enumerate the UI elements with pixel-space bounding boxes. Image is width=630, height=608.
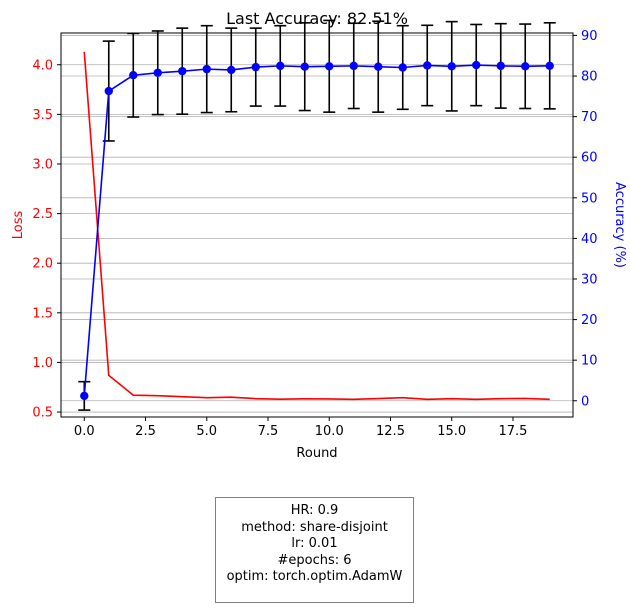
- x-tick-label: 0.0: [74, 424, 95, 439]
- chart-title: Last Accuracy: 82.51%: [226, 9, 408, 28]
- y-left-tick-label: 1.0: [32, 356, 53, 371]
- loss-line: [83, 51, 550, 401]
- accuracy-point: [447, 62, 456, 71]
- accuracy-point: [276, 61, 285, 71]
- info-line-epochs: #epochs: 6: [277, 552, 352, 568]
- y-right-tick-label: 60: [581, 151, 598, 166]
- x-tick-label: 12.5: [376, 424, 405, 439]
- y-right-tick-label: 80: [581, 70, 598, 85]
- accuracy-point: [325, 62, 334, 71]
- x-axis-label: Round: [296, 446, 337, 461]
- x-axis: 0.0 2.5 5.0 7.5 10.0 12.5 15.0 17.5: [74, 417, 528, 439]
- x-tick-label: 7.5: [258, 424, 279, 439]
- accuracy-point: [178, 66, 187, 76]
- y-left-tick-label: 0.5: [32, 406, 53, 421]
- accuracy-point: [129, 71, 138, 80]
- accuracy-point: [398, 63, 407, 72]
- accuracy-point: [496, 61, 505, 71]
- accuracy-point: [251, 62, 260, 72]
- y-left-axis-label: Loss: [11, 211, 26, 240]
- accuracy-point: [423, 61, 432, 70]
- plot-frame: [60, 32, 574, 418]
- y-axis-accuracy: 0 10 20 30 40 50 60 70 80 90: [573, 29, 598, 409]
- y-left-tick-label: 3.5: [32, 108, 53, 123]
- accuracy-point: [227, 65, 236, 75]
- params-info-box: HR: 0.9 method: share-disjoint lr: 0.01 …: [215, 497, 414, 603]
- x-tick-label: 17.5: [499, 424, 528, 439]
- y-right-tick-label: 10: [581, 354, 598, 369]
- x-tick-label: 10.0: [315, 424, 344, 439]
- accuracy-point: [104, 86, 113, 96]
- accuracy-point: [521, 62, 530, 71]
- info-line-hr: HR: 0.9: [290, 503, 339, 518]
- info-line-method: method: share-disjoint: [241, 519, 388, 535]
- info-line-optim: optim: torch.optim.AdamW: [226, 569, 403, 584]
- accuracy-point: [349, 61, 358, 71]
- accuracy-point: [202, 64, 211, 74]
- y-right-tick-label: 40: [581, 232, 598, 247]
- y-right-tick-label: 50: [581, 191, 598, 206]
- y-right-tick-label: 30: [581, 272, 598, 287]
- info-line-lr: lr: 0.01: [291, 536, 338, 551]
- x-tick-label: 5.0: [196, 424, 217, 439]
- accuracy-point: [300, 62, 309, 71]
- y-left-tick-label: 1.5: [32, 306, 53, 321]
- accuracy-point: [153, 68, 162, 77]
- accuracy-series: [78, 19, 556, 411]
- loss-series: [83, 51, 550, 401]
- y-right-tick-label: 0: [581, 394, 589, 409]
- accuracy-point: [472, 60, 481, 70]
- y-right-tick-label: 90: [581, 29, 598, 44]
- accuracy-point: [374, 62, 383, 71]
- y-left-tick-label: 4.0: [32, 58, 53, 73]
- y-left-tick-label: 2.0: [32, 257, 53, 272]
- accuracy-point: [545, 61, 554, 71]
- grid: [61, 35, 573, 413]
- y-right-tick-label: 70: [581, 110, 598, 125]
- x-tick-label: 15.0: [437, 424, 466, 439]
- accuracy-point: [80, 391, 89, 401]
- y-right-axis-label: Accuracy (%): [612, 182, 627, 268]
- y-left-tick-label: 3.0: [32, 157, 53, 172]
- y-right-tick-label: 20: [581, 313, 598, 328]
- x-tick-label: 2.5: [135, 424, 156, 439]
- y-left-tick-label: 2.5: [32, 207, 53, 222]
- chart-canvas: Last Accuracy: 82.51% 0.0 2.5 5.0 7.5 10.0 12…: [11, 9, 627, 461]
- y-axis-loss: 0.5 1.0 1.5 2.0 2.5 3.0 3.5 4.0: [32, 58, 61, 421]
